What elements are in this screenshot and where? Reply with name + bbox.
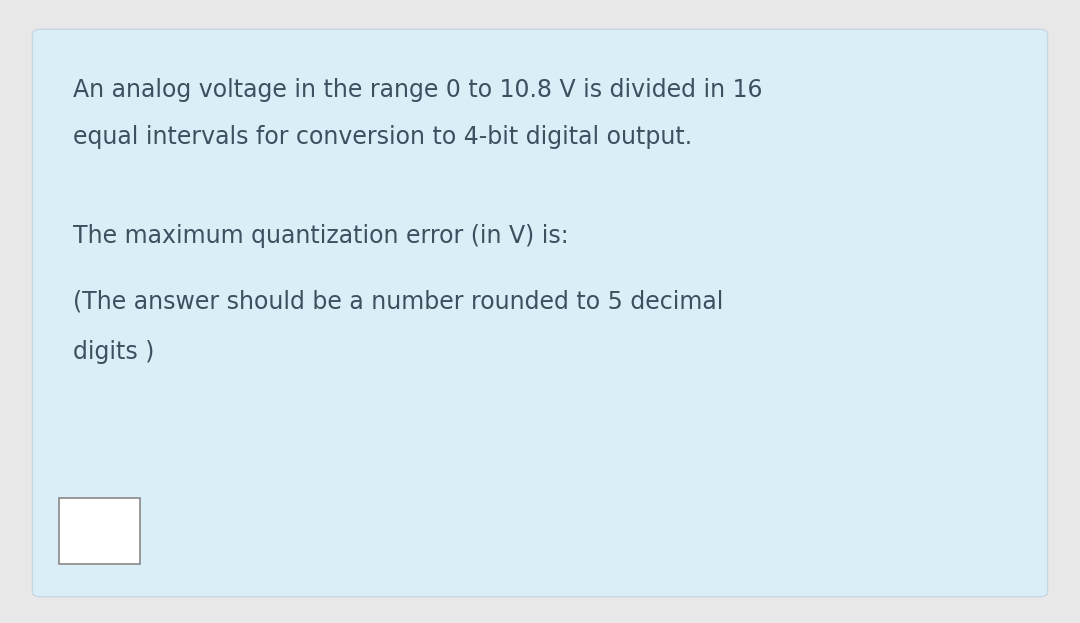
Bar — [59, 498, 140, 564]
Text: equal intervals for conversion to 4-bit digital output.: equal intervals for conversion to 4-bit … — [73, 125, 692, 149]
Text: digits ): digits ) — [73, 340, 154, 364]
Text: The maximum quantization error (in V) is:: The maximum quantization error (in V) is… — [73, 224, 569, 249]
Text: An analog voltage in the range 0 to 10.8 V is divided in 16: An analog voltage in the range 0 to 10.8… — [73, 78, 762, 102]
FancyBboxPatch shape — [32, 29, 1048, 597]
Text: (The answer should be a number rounded to 5 decimal: (The answer should be a number rounded t… — [73, 290, 724, 314]
